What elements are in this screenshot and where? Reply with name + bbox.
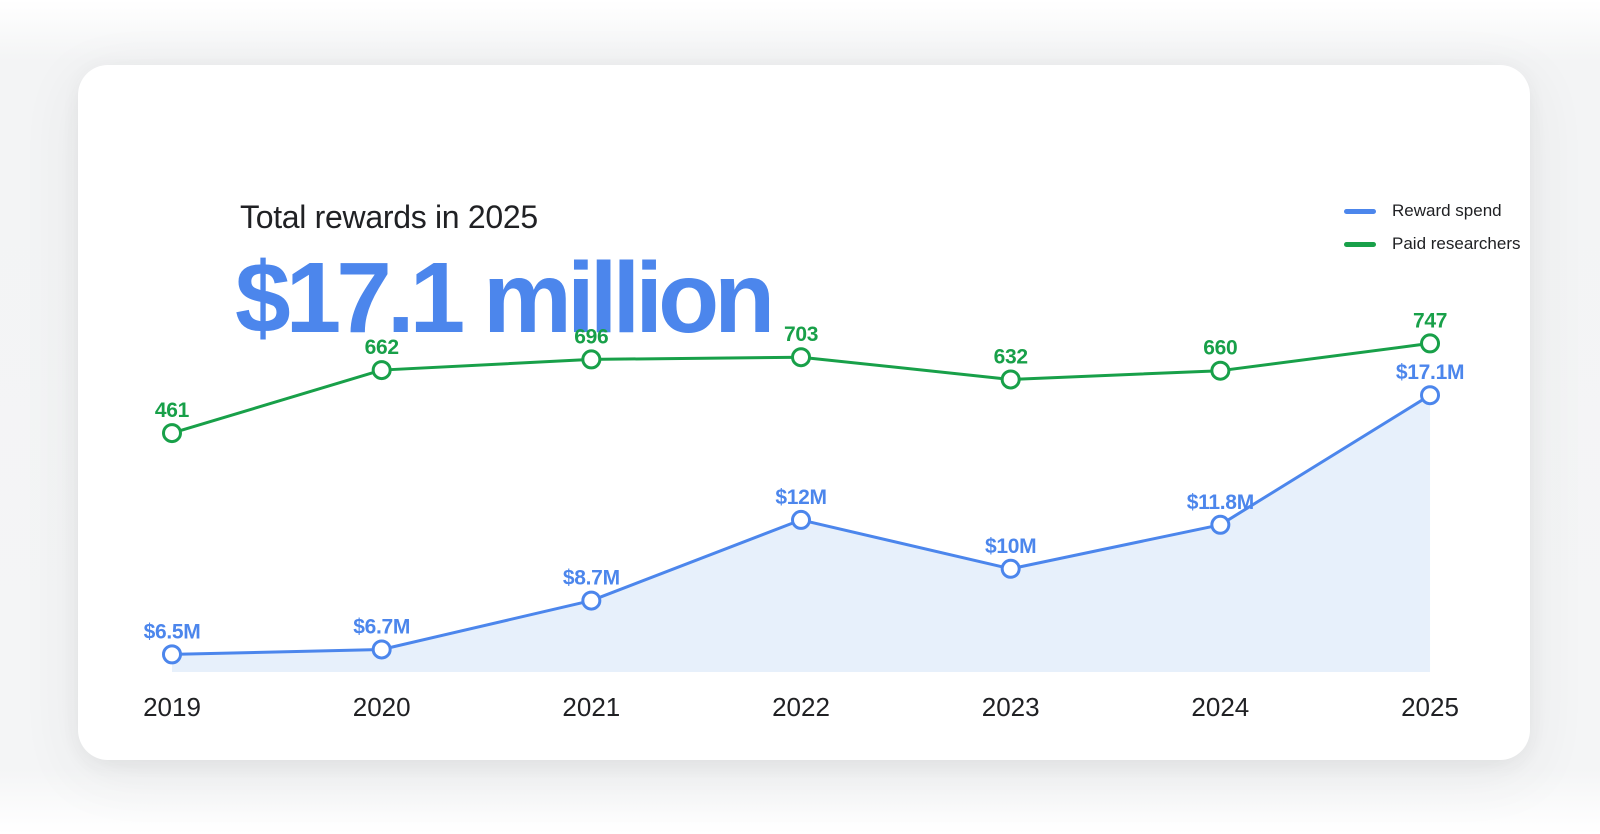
reward-spend-point-2023 — [1000, 558, 1021, 579]
reward-spend-point-2021 — [581, 590, 602, 611]
reward-spend-value-label-2022: $12M — [775, 486, 826, 509]
paid-researchers-value-label-2025: 747 — [1413, 309, 1447, 332]
paid-researchers-point-2024 — [1210, 360, 1231, 381]
paid-researchers-point-2020 — [371, 360, 392, 381]
paid-researchers-value-label-2022: 703 — [784, 323, 818, 346]
reward-spend-point-2025 — [1420, 385, 1441, 406]
legend-item-reward-spend: Reward spend — [1344, 200, 1521, 222]
x-axis-label-2025: 2025 — [1401, 692, 1459, 722]
legend-label-reward-spend: Reward spend — [1392, 201, 1502, 220]
paid-researchers-swatch-icon — [1344, 241, 1376, 247]
reward-spend-swatch-icon — [1344, 208, 1376, 214]
reward-spend-value-label-2020: $6.7M — [353, 615, 410, 638]
paid-researchers-value-label-2019: 461 — [155, 399, 190, 422]
reward-spend-value-label-2024: $11.8M — [1187, 491, 1254, 514]
x-axis-label-2021: 2021 — [562, 692, 620, 722]
reward-spend-point-2024 — [1210, 514, 1231, 535]
legend-item-paid-researchers: Paid researchers — [1344, 233, 1521, 255]
paid-researchers-value-label-2023: 632 — [994, 345, 1028, 368]
paid-researchers-point-2021 — [581, 349, 602, 370]
reward-spend-value-label-2023: $10M — [985, 535, 1036, 558]
reward-spend-value-label-2021: $8.7M — [563, 567, 620, 590]
paid-researchers-value-label-2020: 662 — [365, 336, 399, 359]
x-axis-label-2020: 2020 — [353, 692, 411, 722]
paid-researchers-value-label-2021: 696 — [574, 325, 608, 348]
x-axis-label-2024: 2024 — [1191, 692, 1249, 722]
legend-label-paid-researchers: Paid researchers — [1392, 234, 1521, 253]
x-axis-label-2019: 2019 — [143, 692, 201, 722]
reward-spend-value-label-2025: $17.1M — [1396, 361, 1464, 384]
total-rewards-headline: $17.1 million — [235, 242, 775, 354]
paid-researchers-point-2022 — [791, 347, 812, 368]
reward-spend-point-2020 — [371, 639, 392, 660]
chart-legend: Reward spend Paid researchers — [1344, 200, 1521, 255]
reward-spend-area — [172, 395, 1431, 672]
x-axis-label-2023: 2023 — [982, 692, 1040, 722]
x-axis-label-2022: 2022 — [772, 692, 830, 722]
reward-spend-value-label-2019: $6.5M — [144, 620, 201, 643]
paid-researchers-point-2023 — [1000, 369, 1021, 390]
reward-spend-point-2022 — [791, 509, 812, 530]
reward-spend-point-2019 — [162, 644, 182, 665]
paid-researchers-point-2019 — [162, 423, 182, 444]
paid-researchers-value-label-2024: 660 — [1203, 337, 1237, 360]
paid-researchers-point-2025 — [1420, 333, 1441, 354]
chart-title: Total rewards in 2025 — [240, 199, 538, 235]
